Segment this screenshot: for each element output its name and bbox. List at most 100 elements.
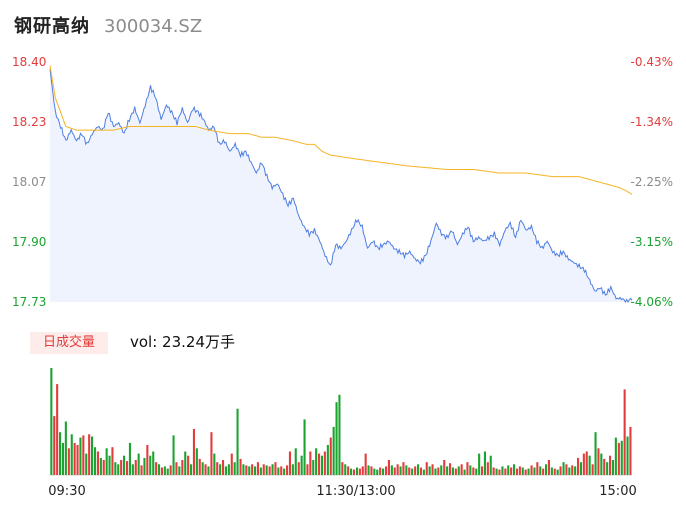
volume-bar xyxy=(547,460,550,475)
price-tick-label: 18.40 xyxy=(12,55,46,69)
stock-name: 钢研高纳 xyxy=(14,16,90,37)
volume-bar xyxy=(574,466,577,475)
volume-bar xyxy=(504,468,507,475)
volume-bar xyxy=(88,434,91,475)
volume-bar xyxy=(294,448,297,476)
percent-tick-label: -1.34% xyxy=(631,115,673,129)
volume-bar xyxy=(466,462,469,475)
volume-bar xyxy=(475,468,478,475)
volume-bar xyxy=(617,442,620,475)
volume-bar xyxy=(396,464,399,475)
volume-bar xyxy=(291,464,294,475)
volume-bar xyxy=(265,465,268,475)
volume-bar xyxy=(251,464,254,475)
volume-readout: vol: 23.24万手 xyxy=(130,333,235,351)
volume-bar xyxy=(379,467,382,475)
volume-bar xyxy=(385,466,388,475)
volume-bar xyxy=(597,448,600,476)
volume-bar xyxy=(67,448,70,476)
volume-bar xyxy=(588,455,591,475)
volume-bar xyxy=(56,384,59,476)
volume-bar xyxy=(582,453,585,475)
volume-bar xyxy=(239,458,242,475)
volume-bar xyxy=(160,467,163,475)
volume-bar xyxy=(556,469,559,475)
volume-bar xyxy=(172,435,175,475)
volume-bar xyxy=(350,468,353,475)
volume-bar xyxy=(352,469,355,475)
volume-bar xyxy=(192,429,195,475)
volume-bar xyxy=(600,453,603,475)
volume-bar xyxy=(146,445,149,475)
volume-bar xyxy=(358,468,361,475)
volume-bar xyxy=(518,466,521,475)
volume-bar xyxy=(341,462,344,475)
volume-bar xyxy=(606,462,609,475)
volume-bar xyxy=(114,462,117,475)
volume-bar xyxy=(626,436,629,475)
volume-bar xyxy=(286,465,289,475)
volume-bar xyxy=(550,467,553,475)
volume-bar xyxy=(443,460,446,475)
volume-bar xyxy=(140,465,143,475)
volume-bar xyxy=(128,442,131,475)
volume-bar xyxy=(478,453,481,475)
volume-bar xyxy=(402,462,405,475)
volume-bar xyxy=(50,368,53,475)
daily-volume-badge[interactable]: 日成交量 xyxy=(30,332,108,354)
volume-bar xyxy=(306,464,309,475)
volume-bar xyxy=(79,437,82,475)
volume-bar xyxy=(507,465,510,475)
volume-bar xyxy=(440,465,443,475)
volume-bar xyxy=(411,468,414,475)
volume-bar xyxy=(245,465,248,475)
volume-bar xyxy=(373,468,376,475)
volume-bar xyxy=(76,445,79,475)
volume-bar xyxy=(431,464,434,475)
volume-bar xyxy=(82,435,85,475)
volume-bar xyxy=(254,466,257,475)
volume-bar xyxy=(498,469,501,475)
price-tick-label: 17.90 xyxy=(12,235,46,249)
stock-header: 钢研高纳 300034.SZ xyxy=(14,12,202,40)
volume-bar xyxy=(268,466,271,475)
volume-bar xyxy=(70,434,73,475)
volume-bar xyxy=(242,464,245,475)
volume-bar xyxy=(131,464,134,475)
volume-bar xyxy=(428,466,431,475)
volume-bar xyxy=(495,468,498,475)
volume-bar xyxy=(166,468,169,475)
volume-bar xyxy=(370,466,373,475)
volume-bar xyxy=(463,469,466,475)
volume-bar xyxy=(163,466,166,475)
volume-bar xyxy=(335,402,338,475)
volume-bar xyxy=(472,467,475,475)
volume-bar xyxy=(405,465,408,475)
volume-bar xyxy=(539,466,542,475)
volume-bar xyxy=(585,451,588,475)
volume-bar xyxy=(94,447,97,475)
percent-tick-label: -0.43% xyxy=(631,55,673,69)
volume-bar xyxy=(155,462,158,475)
volume-bar xyxy=(417,464,420,475)
average-price-line xyxy=(49,65,633,195)
volume-bar xyxy=(414,466,417,475)
volume-bar xyxy=(387,460,390,475)
volume-bar xyxy=(201,462,204,475)
volume-bar xyxy=(361,466,364,475)
volume-bar xyxy=(315,448,318,476)
volume-bar xyxy=(501,466,504,475)
volume-bar xyxy=(262,464,265,475)
volume-bar xyxy=(195,448,198,476)
volume-bar xyxy=(568,467,571,475)
volume-bar xyxy=(224,466,227,475)
price-tick-label: 18.07 xyxy=(12,175,46,189)
volume-bar xyxy=(562,462,565,475)
volume-bar xyxy=(126,461,129,475)
volume-bar xyxy=(318,453,321,475)
volume-bar xyxy=(329,437,332,475)
volume-bar xyxy=(533,467,536,475)
volume-bar xyxy=(248,466,251,475)
volume-bar xyxy=(594,432,597,475)
volume-bar xyxy=(355,467,358,475)
